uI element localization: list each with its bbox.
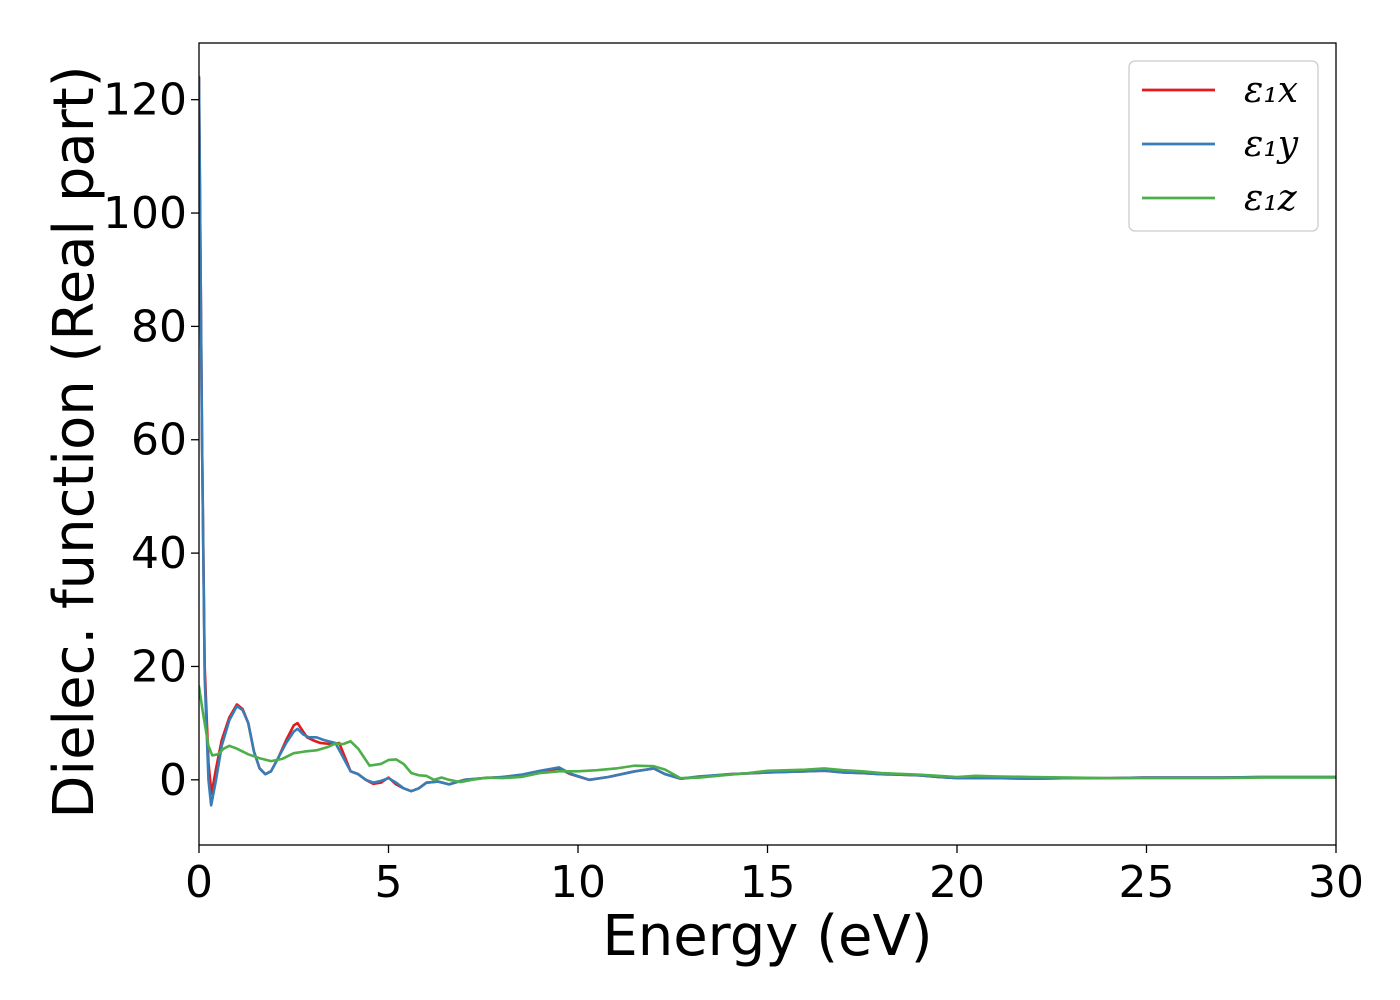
- y-tick-label: 60: [131, 415, 187, 466]
- x-tick-label: 5: [375, 857, 403, 908]
- y-tick-label: 100: [103, 188, 187, 239]
- legend-label-3: ε₁z: [1244, 178, 1298, 219]
- legend-label-1: ε₁x: [1244, 70, 1298, 111]
- y-axis-label: Dielec. function (Real part): [42, 65, 107, 818]
- x-tick-label: 25: [1119, 857, 1175, 908]
- series-line-3: [199, 685, 1336, 784]
- x-tick-label: 15: [740, 857, 796, 908]
- x-tick-label: 20: [929, 857, 985, 908]
- y-tick-label: 120: [103, 75, 187, 126]
- x-tick-label: 0: [185, 857, 213, 908]
- legend: ε₁x ε₁y ε₁z: [1128, 60, 1319, 232]
- x-tick-label: 10: [550, 857, 606, 908]
- y-tick-label: 20: [131, 641, 187, 692]
- x-axis-label: Energy (eV): [602, 904, 932, 969]
- x-axis: 0 5 10 15 20 25 30: [185, 845, 1364, 908]
- y-tick-label: 80: [131, 301, 187, 352]
- series-layer: [199, 75, 1336, 807]
- y-tick-label: 0: [159, 755, 187, 806]
- legend-box: [1128, 60, 1319, 232]
- x-tick-label: 30: [1308, 857, 1364, 908]
- y-tick-label: 40: [131, 528, 187, 579]
- y-axis: 0 20 40 60 80 100 120: [103, 75, 199, 806]
- legend-label-2: ε₁y: [1244, 124, 1299, 165]
